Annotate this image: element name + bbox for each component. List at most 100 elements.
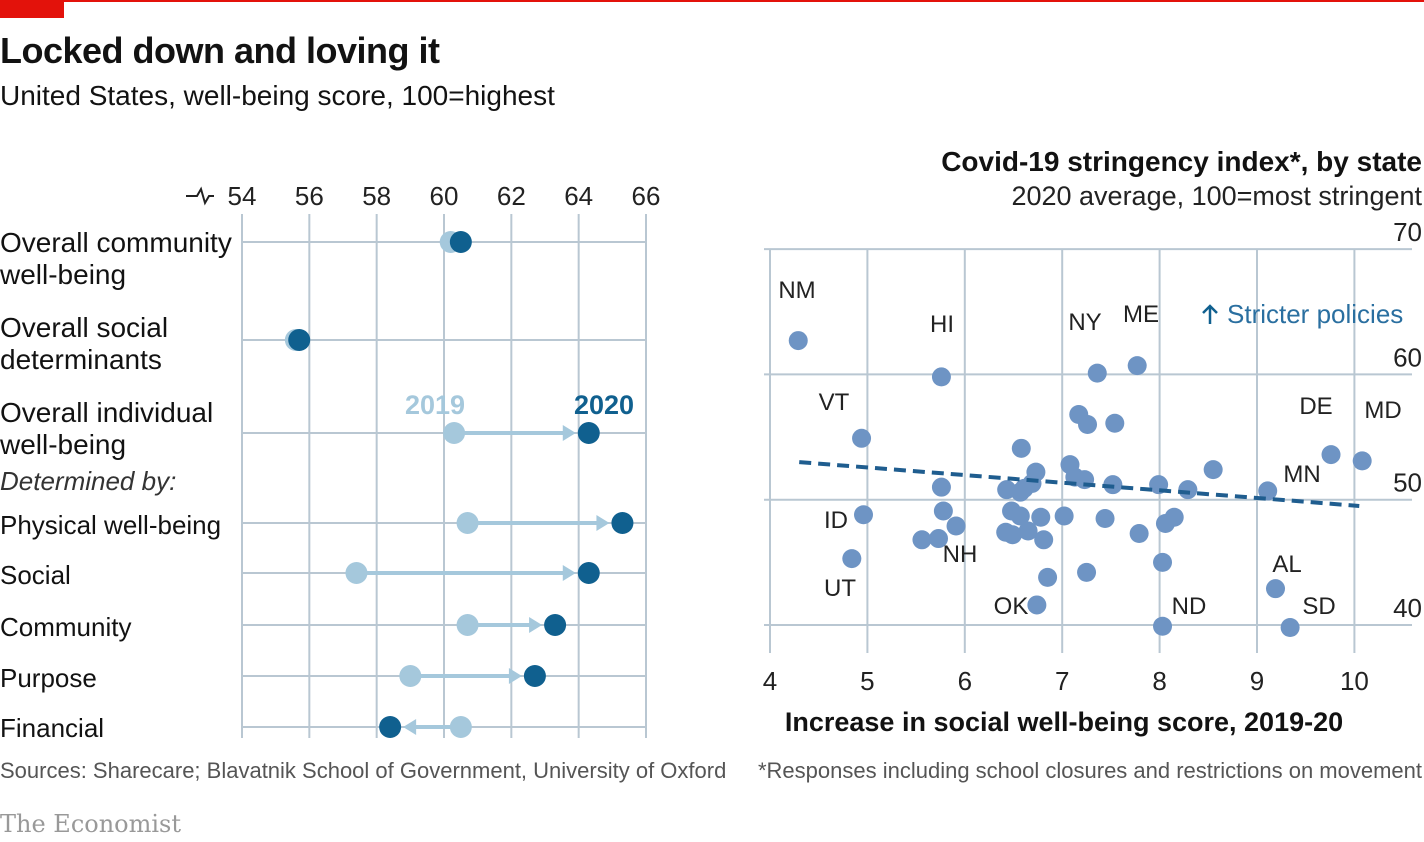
dot-2020: [577, 422, 600, 444]
scatter-point: [1258, 481, 1278, 501]
arrow-head: [562, 565, 576, 581]
state-label: MD: [1364, 397, 1401, 424]
scatter-point: [1034, 530, 1054, 550]
dot-2020: [288, 329, 311, 351]
scatter-point: [996, 522, 1016, 542]
state-label: AL: [1272, 551, 1301, 578]
up-arrow-icon: [1202, 304, 1218, 324]
footnote: *Responses including school closures and…: [757, 758, 1422, 783]
scatter-point: [1321, 445, 1341, 465]
state-label: ME: [1123, 301, 1159, 328]
row-label: well-being: [0, 429, 126, 460]
x-tick-label: 62: [497, 181, 526, 211]
scatter-point: [1031, 507, 1051, 527]
state-label: OK: [994, 593, 1029, 620]
scatter-point: [1280, 618, 1300, 638]
scatter-point: [1077, 562, 1097, 582]
x-tick-label: 54: [228, 181, 257, 211]
scatter-point: [912, 530, 932, 550]
economist-logo: The Economist: [0, 810, 182, 838]
scatter-point: [1027, 595, 1047, 615]
x-tick-label: 8: [1152, 666, 1166, 696]
scatter-point: [1153, 616, 1173, 636]
scatter-point: [997, 480, 1017, 500]
arrow-head: [596, 515, 610, 531]
arrow-head: [529, 617, 543, 633]
stricter-policies-label: Stricter policies: [1227, 299, 1403, 329]
scatter-point: [1095, 508, 1115, 528]
y-tick-label: 60: [1393, 342, 1422, 372]
state-label: VT: [819, 389, 850, 416]
row-label: Overall individual: [0, 397, 213, 428]
dot-2020: [523, 665, 546, 687]
dot-2020: [611, 512, 634, 534]
scatter-point: [1155, 514, 1175, 534]
state-label: MN: [1283, 461, 1320, 488]
scatter-point: [1178, 480, 1198, 500]
scatter-point: [852, 428, 872, 448]
x-tick-label: 7: [1055, 666, 1069, 696]
scatter-point: [1127, 356, 1147, 376]
dot-2020: [544, 614, 567, 636]
state-label: HI: [930, 311, 954, 338]
row-label: Overall social: [0, 312, 168, 343]
scatter-point: [854, 505, 874, 525]
dot-2019: [399, 665, 422, 687]
row-label: determinants: [0, 344, 162, 375]
scatter-point: [931, 367, 951, 387]
dot-2019: [456, 614, 479, 636]
dot-2020: [449, 231, 472, 253]
x-tick-label: 66: [632, 181, 661, 211]
scatter-point: [1266, 579, 1286, 599]
state-label: ID: [824, 507, 848, 534]
arrow-head: [403, 719, 417, 735]
scatter-point: [1153, 552, 1173, 572]
x-tick-label: 64: [564, 181, 593, 211]
state-label: NY: [1068, 309, 1101, 336]
state-label: SD: [1302, 593, 1335, 620]
scatter-point: [1129, 524, 1149, 544]
determined-by-annotation: Determined by:: [0, 466, 176, 496]
sources-note: Sources: Sharecare; Blavatnik School of …: [0, 758, 727, 783]
arrow-head: [562, 425, 576, 441]
chart-title: Locked down and loving it: [0, 30, 440, 71]
scatter-point: [1105, 413, 1125, 433]
row-label: Social: [0, 560, 71, 590]
scatter-title: Covid-19 stringency index*, by state: [941, 146, 1422, 177]
scatter-point: [1054, 506, 1074, 526]
brand-red-tab: [0, 0, 64, 18]
x-tick-label: 4: [763, 666, 777, 696]
x-tick-label: 9: [1250, 666, 1264, 696]
x-tick-label: 10: [1340, 666, 1369, 696]
scatter-point: [1078, 415, 1098, 435]
chart-subtitle: United States, well-being score, 100=hig…: [0, 80, 555, 111]
dot-2019: [443, 422, 466, 444]
row-label: well-being: [0, 259, 126, 290]
scatter-point: [1018, 521, 1038, 541]
scatter-point: [933, 501, 953, 521]
y-tick-label: 70: [1393, 217, 1422, 247]
scatter-point: [1038, 567, 1058, 587]
x-tick-label: 58: [362, 181, 391, 211]
row-label: Physical well-being: [0, 510, 221, 540]
state-label: NM: [778, 277, 815, 304]
scatter-point: [946, 516, 966, 536]
scatter-point: [842, 549, 862, 569]
scatter-point: [1203, 460, 1223, 480]
legend-2020: 2020: [574, 390, 634, 420]
y-tick-label: 50: [1393, 468, 1422, 498]
row-label: Purpose: [0, 663, 97, 693]
scatter-subtitle: 2020 average, 100=most stringent: [1011, 181, 1422, 211]
x-tick-label: 6: [958, 666, 972, 696]
dot-2019: [449, 716, 472, 738]
scatter-point: [788, 331, 808, 351]
x-axis-label: Increase in social well-being score, 201…: [785, 707, 1343, 737]
dot-2019: [456, 512, 479, 534]
scatter-point: [1011, 438, 1031, 458]
state-label: DE: [1299, 393, 1332, 420]
y-tick-label: 40: [1393, 593, 1422, 623]
scatter-point: [1010, 506, 1030, 526]
legend-2019: 2019: [405, 390, 465, 420]
scatter-point: [929, 529, 949, 549]
